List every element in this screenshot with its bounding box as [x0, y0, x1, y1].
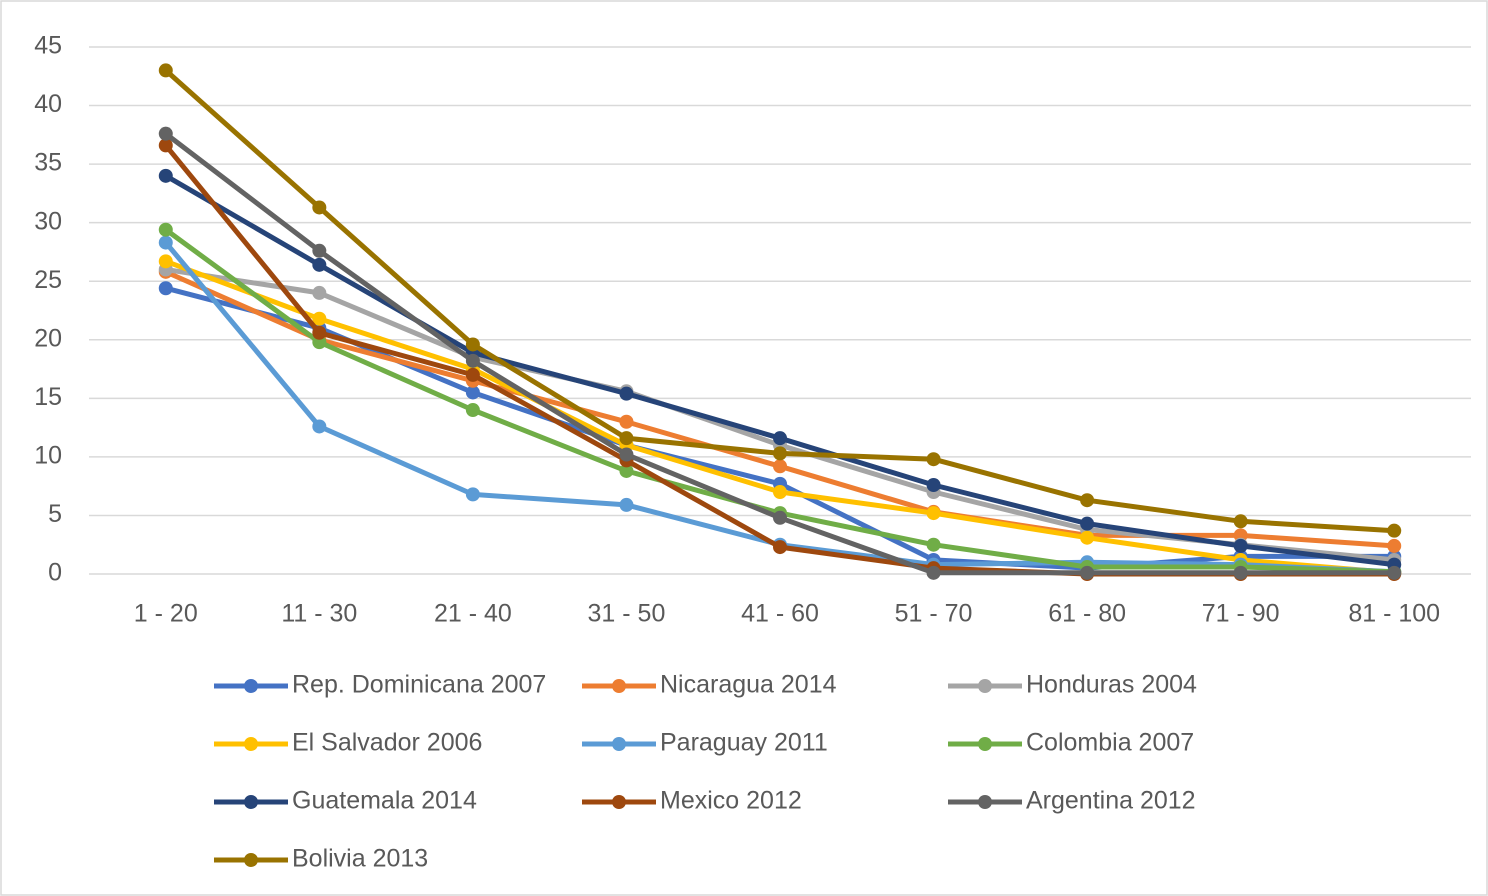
point	[465, 367, 480, 382]
point	[1387, 538, 1402, 553]
point	[158, 281, 173, 296]
y-tick-label: 0	[48, 559, 62, 587]
point	[619, 431, 634, 446]
point	[465, 487, 480, 502]
point	[312, 325, 327, 340]
point	[312, 243, 327, 258]
y-tick-label: 10	[34, 441, 62, 469]
point	[158, 126, 173, 141]
legend-label: El Salvador 2006	[292, 729, 482, 757]
point	[158, 168, 173, 183]
point	[465, 403, 480, 418]
point	[158, 63, 173, 78]
point	[926, 477, 941, 492]
point	[312, 311, 327, 326]
point	[465, 385, 480, 400]
point	[465, 337, 480, 352]
point	[1387, 565, 1402, 580]
point	[312, 257, 327, 272]
point	[773, 540, 787, 555]
point	[773, 431, 787, 446]
legend-marker	[612, 737, 626, 751]
point	[1080, 493, 1095, 508]
legend-marker	[612, 679, 626, 693]
y-tick-label: 30	[34, 207, 62, 235]
legend-marker	[244, 853, 258, 867]
point	[158, 254, 173, 269]
x-tick-label: 41 - 60	[741, 600, 819, 628]
x-tick-label: 11 - 30	[281, 600, 357, 628]
x-tick-label: 81 - 100	[1348, 600, 1440, 628]
y-tick-label: 40	[34, 90, 62, 118]
y-tick-label: 20	[34, 324, 62, 352]
x-tick-label: 1 - 20	[134, 600, 198, 628]
legend-marker	[244, 679, 258, 693]
legend-marker	[978, 679, 992, 693]
legend-label: Nicaragua 2014	[660, 671, 837, 699]
point	[1233, 565, 1248, 580]
point	[773, 510, 787, 525]
point	[926, 537, 941, 552]
point	[619, 497, 634, 512]
legend-marker	[612, 795, 626, 809]
point	[312, 285, 327, 300]
legend-label: Honduras 2004	[1026, 671, 1197, 699]
point	[926, 506, 941, 521]
point	[619, 447, 634, 462]
y-tick-label: 35	[34, 149, 62, 177]
y-tick-label: 25	[34, 266, 62, 294]
point	[158, 138, 173, 153]
point	[312, 419, 327, 434]
x-tick-label: 31 - 50	[588, 600, 666, 628]
point	[158, 235, 173, 250]
legend-label: Mexico 2012	[660, 787, 802, 815]
point	[1080, 565, 1095, 580]
point	[1080, 530, 1095, 545]
point	[619, 414, 634, 429]
y-tick-label: 45	[34, 32, 62, 60]
point	[619, 386, 634, 401]
point	[926, 565, 941, 580]
point	[1233, 514, 1248, 529]
point	[465, 353, 480, 368]
legend-label: Argentina 2012	[1026, 787, 1196, 815]
x-tick-label: 71 - 90	[1202, 600, 1280, 628]
point	[619, 463, 634, 478]
point	[158, 222, 173, 237]
point	[773, 485, 787, 500]
legend-marker	[244, 795, 258, 809]
legend-label: Paraguay 2011	[660, 729, 828, 757]
point	[1233, 538, 1248, 553]
point	[773, 446, 787, 461]
point	[1387, 523, 1402, 538]
y-tick-label: 15	[34, 383, 62, 411]
point	[926, 452, 941, 467]
legend-marker	[978, 795, 992, 809]
point	[312, 200, 327, 215]
y-tick-label: 5	[48, 500, 62, 528]
legend-marker	[244, 737, 258, 751]
point	[1080, 516, 1095, 531]
legend-label: Bolivia 2013	[292, 845, 428, 873]
x-tick-label: 51 - 70	[895, 600, 973, 628]
legend-marker	[978, 737, 992, 751]
legend-label: Rep. Dominicana 2007	[292, 671, 546, 699]
point	[773, 459, 787, 474]
legend-label: Colombia 2007	[1026, 729, 1194, 757]
x-tick-label: 21 - 40	[434, 600, 512, 628]
legend-label: Guatemala 2014	[292, 787, 477, 815]
x-tick-label: 61 - 80	[1048, 600, 1126, 628]
